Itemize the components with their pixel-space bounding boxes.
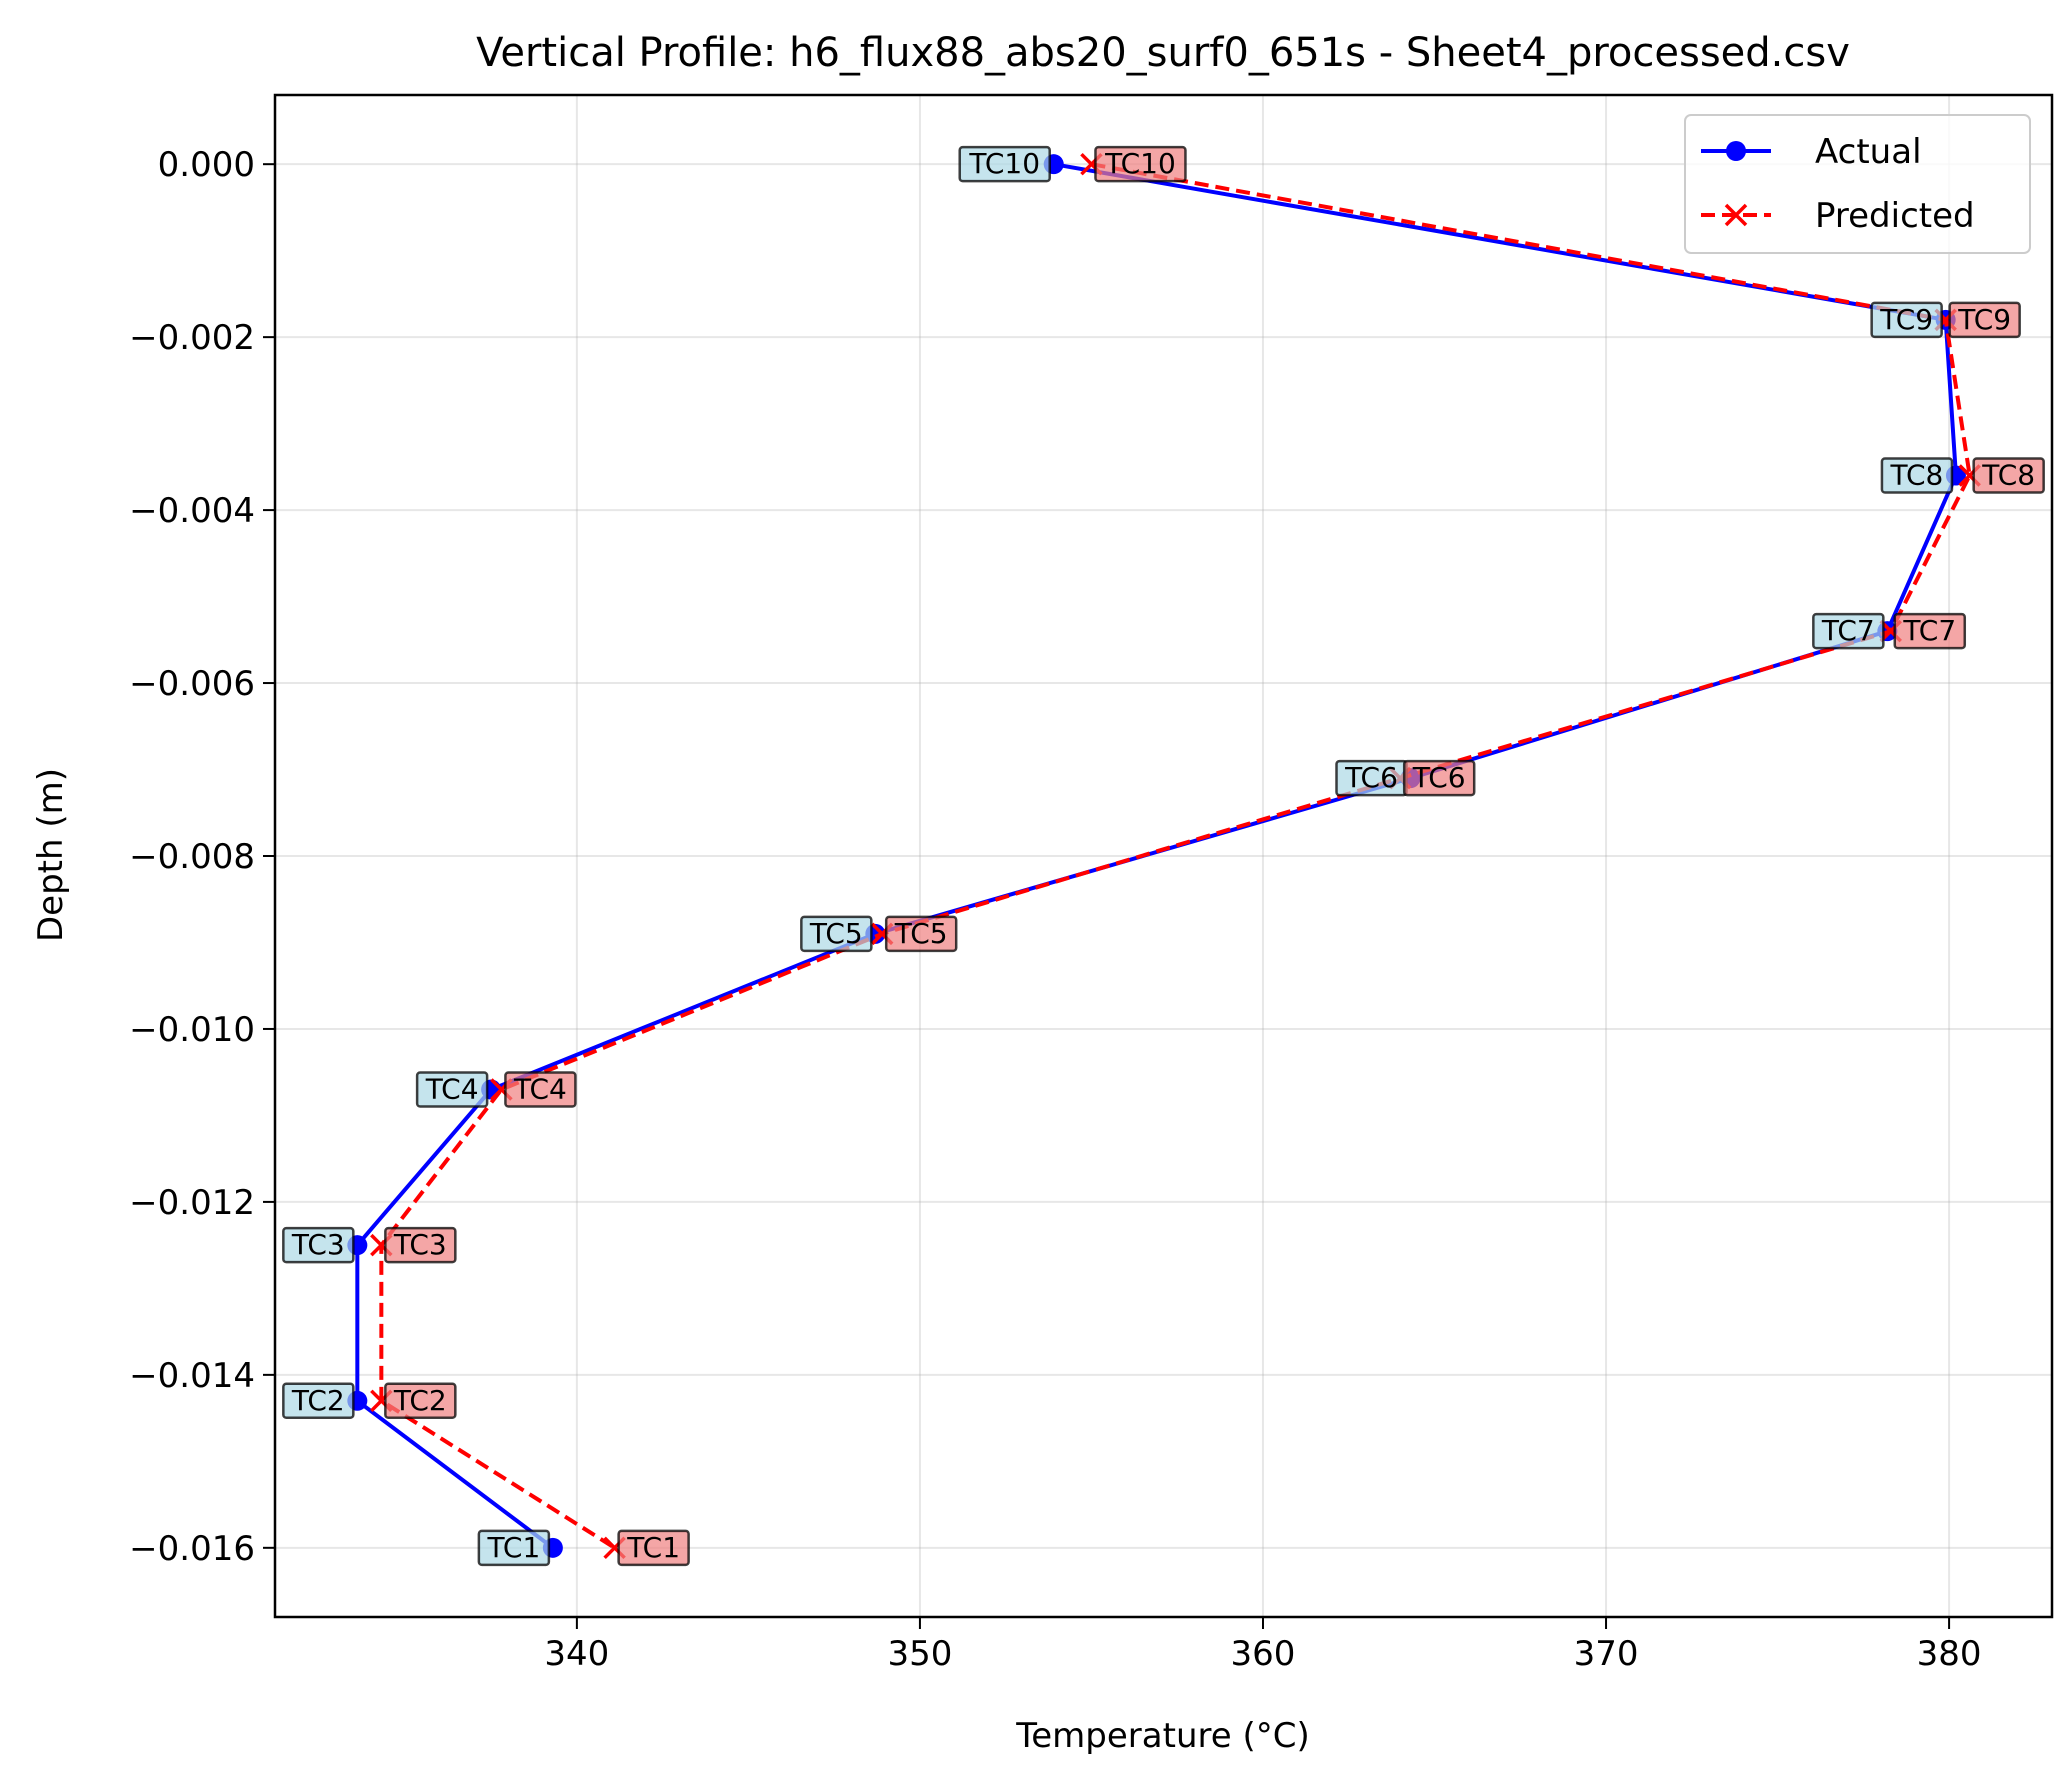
- series-line-predicted: [379, 162, 1972, 1550]
- point-label: TC4: [415, 1071, 489, 1108]
- point-label-text: TC5: [894, 917, 948, 950]
- point-label: TC9: [1870, 301, 1943, 339]
- point-label: TC8: [1880, 457, 1954, 494]
- point-label-text: TC1: [626, 1531, 680, 1564]
- point-label-text: TC3: [393, 1228, 447, 1261]
- point-label-text: TC7: [1821, 614, 1875, 647]
- point-label-box: [477, 1529, 551, 1567]
- legend-item-predicted: Predicted: [1701, 196, 1975, 236]
- point-label-box: [1880, 457, 1954, 494]
- point-label-text: TC8: [1981, 459, 2035, 492]
- point-label-box: [504, 1071, 577, 1108]
- legend-label: Actual: [1815, 132, 1922, 172]
- x-axis-label: Temperature (°C): [1015, 1716, 1309, 1756]
- point-label-text: TC5: [809, 917, 863, 950]
- point-label: TC4: [504, 1071, 577, 1108]
- legend-box: [1684, 114, 2031, 254]
- y-tick-label: −0.012: [129, 1183, 255, 1223]
- point-label-text: TC10: [1104, 147, 1176, 180]
- y-tick-label: 0.000: [158, 145, 255, 185]
- point-label: TC8: [1972, 457, 2045, 494]
- point-label-box: [282, 1226, 355, 1264]
- point-label-box: [1972, 457, 2045, 494]
- point-label-text: TC8: [1890, 459, 1944, 492]
- point-label: TC5: [884, 915, 958, 953]
- plot-frame: [273, 93, 2054, 1619]
- point-label-box: [884, 915, 958, 953]
- point-label: TC7: [1893, 612, 1967, 650]
- point-label: TC6: [1335, 759, 1408, 797]
- legend-marker-swatch: [1724, 203, 1748, 227]
- point-label-box: [384, 1226, 457, 1264]
- legend-label: Predicted: [1815, 196, 1975, 236]
- point-label: TC2: [282, 1382, 355, 1420]
- point-label: TC1: [617, 1529, 690, 1567]
- point-label-box: [1402, 759, 1476, 797]
- point-label-box: [282, 1382, 355, 1420]
- point-label: TC5: [800, 915, 873, 953]
- point-label: TC6: [1402, 759, 1476, 797]
- point-label-text: TC2: [393, 1384, 447, 1417]
- point-label: TC10: [1094, 145, 1187, 183]
- point-label-text: TC2: [291, 1384, 345, 1417]
- legend-marker-swatch: [1726, 141, 1746, 161]
- y-tick-label: −0.010: [129, 1010, 255, 1050]
- point-label-text: TC4: [425, 1072, 479, 1105]
- point-label: TC3: [384, 1226, 457, 1264]
- x-tick-label: 370: [1574, 1634, 1639, 1674]
- y-tick-label: −0.016: [129, 1529, 255, 1569]
- point-label-text: TC9: [1957, 303, 2011, 336]
- point-label-box: [958, 145, 1051, 183]
- point-label-text: TC7: [1902, 614, 1956, 647]
- point-label-box: [415, 1071, 489, 1108]
- point-label: TC2: [384, 1382, 457, 1420]
- point-label-text: TC4: [513, 1072, 567, 1105]
- x-tick-label: 350: [887, 1634, 952, 1674]
- y-tick-label: −0.004: [129, 491, 255, 531]
- point-label-box: [1893, 612, 1967, 650]
- x-tick-label: 340: [544, 1634, 609, 1674]
- point-label: TC3: [282, 1226, 355, 1264]
- point-label: TC1: [477, 1529, 551, 1567]
- point-label-text: TC10: [968, 147, 1040, 180]
- point-label-box: [1870, 301, 1943, 339]
- point-label-box: [800, 915, 873, 953]
- point-label-box: [1094, 145, 1187, 183]
- x-tick-label: 380: [1917, 1634, 1982, 1674]
- point-label-box: [1812, 612, 1885, 650]
- y-tick-label: −0.002: [129, 318, 255, 358]
- y-tick-label: −0.008: [129, 837, 255, 877]
- point-label-box: [1948, 301, 2021, 339]
- point-label-box: [617, 1529, 690, 1567]
- point-label: TC7: [1812, 612, 1885, 650]
- point-label: TC10: [958, 145, 1051, 183]
- y-tick-label: −0.006: [129, 664, 255, 704]
- y-axis-label: Depth (m): [31, 768, 71, 942]
- point-label-text: TC3: [291, 1228, 345, 1261]
- chart-title: Vertical Profile: h6_flux88_abs20_surf0_…: [476, 30, 1850, 76]
- point-label-text: TC6: [1412, 761, 1466, 794]
- y-tick-label: −0.014: [129, 1356, 255, 1396]
- point-label: TC9: [1948, 301, 2021, 339]
- legend: Actual Predicted: [1684, 114, 2031, 254]
- point-label-box: [384, 1382, 457, 1420]
- point-label-text: TC9: [1879, 303, 1933, 336]
- axis-ticks: 340 350 360 370 380 0.000 −0.002 −0.004 −0.006 −0…: [129, 145, 1981, 1674]
- legend-item-actual: Actual: [1701, 132, 1922, 172]
- point-label-text: TC1: [486, 1531, 540, 1564]
- point-labels: TC10 TC9 TC8 TC7 TC6 TC5 TC4 TC3 TC2 TC1 TC10 TC9 TC…: [282, 145, 2045, 1567]
- point-label-text: TC6: [1344, 761, 1398, 794]
- x-tick-label: 360: [1231, 1634, 1296, 1674]
